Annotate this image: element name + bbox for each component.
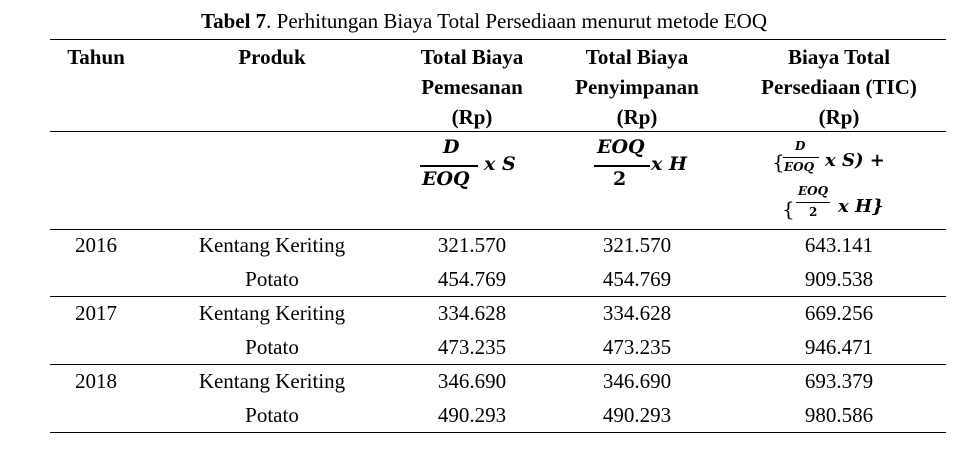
row-pemesanan: 473.235 bbox=[437, 335, 507, 359]
header-line: (Rp) bbox=[818, 105, 860, 129]
rule-after-2016 bbox=[50, 296, 946, 297]
bottom-rule bbox=[50, 432, 946, 433]
row-penyimpanan: 346.690 bbox=[602, 369, 672, 393]
row-penyimpanan: 490.293 bbox=[602, 403, 672, 427]
header-line: Penyimpanan bbox=[575, 75, 699, 99]
row-penyimpanan: 473.235 bbox=[602, 335, 672, 359]
formula-denominator: 2 bbox=[809, 205, 818, 219]
row-penyimpanan: 334.628 bbox=[602, 301, 672, 325]
header-rule bbox=[50, 131, 946, 132]
formula-open-brace: { bbox=[782, 197, 795, 221]
row-tic: 946.471 bbox=[804, 335, 874, 359]
formula-denominator: EOQ bbox=[784, 160, 815, 174]
row-pemesanan: 334.628 bbox=[437, 301, 507, 325]
top-rule bbox=[50, 39, 946, 40]
row-tahun: 2016 bbox=[75, 233, 117, 257]
row-produk: Potato bbox=[245, 267, 299, 291]
row-penyimpanan: 454.769 bbox=[602, 267, 672, 291]
row-pemesanan: 490.293 bbox=[437, 403, 507, 427]
row-pemesanan: 454.769 bbox=[437, 267, 507, 291]
row-tahun: 2018 bbox=[75, 369, 117, 393]
header-line: Pemesanan bbox=[421, 75, 523, 99]
formula-numerator: EOQ bbox=[798, 184, 829, 198]
row-produk: Potato bbox=[245, 335, 299, 359]
header-line: Biaya Total bbox=[787, 45, 891, 69]
formula-numerator: EOQ bbox=[597, 136, 645, 158]
formula-tail: x H} bbox=[838, 196, 884, 217]
fraction-bar bbox=[594, 165, 650, 167]
header-produk: Produk bbox=[238, 45, 306, 69]
fraction-bar bbox=[420, 165, 478, 167]
header-line: Persediaan (TIC) bbox=[761, 75, 917, 99]
formula-denominator: EOQ bbox=[422, 168, 470, 190]
row-pemesanan: 346.690 bbox=[437, 369, 507, 393]
header-total-biaya-pemesanan: Total Biaya Pemesanan (Rp) bbox=[402, 42, 542, 132]
formula-numerator: D bbox=[443, 136, 460, 158]
formula-denominator: 2 bbox=[613, 168, 627, 190]
formula-tail: x S bbox=[484, 153, 516, 175]
row-tahun: 2017 bbox=[75, 301, 117, 325]
row-tic: 980.586 bbox=[804, 403, 874, 427]
formula-tail: x S) + bbox=[825, 150, 885, 171]
header-line: Total Biaya bbox=[420, 45, 524, 69]
header-line: (Rp) bbox=[616, 105, 658, 129]
rule-after-2017 bbox=[50, 364, 946, 365]
formula-numerator: D bbox=[795, 139, 806, 153]
header-tahun: Tahun bbox=[67, 45, 125, 69]
row-tic: 669.256 bbox=[804, 301, 874, 325]
header-biaya-total-persediaan: Biaya Total Persediaan (TIC) (Rp) bbox=[732, 42, 946, 132]
formula-rule bbox=[50, 229, 946, 230]
caption-label: Tabel 7 bbox=[200, 9, 267, 33]
formula-open-brace: { bbox=[772, 150, 785, 174]
row-tic: 643.141 bbox=[804, 233, 874, 257]
row-produk: Potato bbox=[245, 403, 299, 427]
header-total-biaya-penyimpanan: Total Biaya Penyimpanan (Rp) bbox=[542, 42, 732, 132]
row-produk: Kentang Keriting bbox=[198, 301, 346, 325]
formula-tail: x H bbox=[651, 153, 687, 175]
row-produk: Kentang Keriting bbox=[198, 369, 346, 393]
caption-text: . Perhitungan Biaya Total Persediaan men… bbox=[266, 9, 768, 33]
row-tic: 693.379 bbox=[804, 369, 874, 393]
row-tic: 909.538 bbox=[804, 267, 874, 291]
row-pemesanan: 321.570 bbox=[437, 233, 507, 257]
fraction-bar bbox=[796, 202, 830, 203]
table-caption: Tabel 7. Perhitungan Biaya Total Persedi… bbox=[0, 8, 968, 34]
header-line: Total Biaya bbox=[585, 45, 689, 69]
fraction-bar bbox=[783, 157, 819, 158]
row-produk: Kentang Keriting bbox=[198, 233, 346, 257]
header-line: (Rp) bbox=[451, 105, 493, 129]
row-penyimpanan: 321.570 bbox=[602, 233, 672, 257]
